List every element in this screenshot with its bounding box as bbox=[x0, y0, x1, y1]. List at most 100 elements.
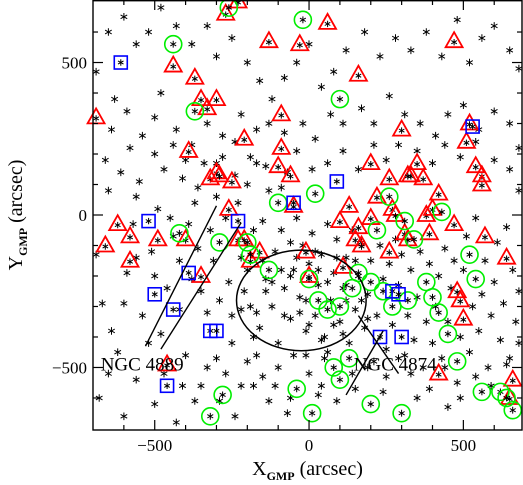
triangle-marker bbox=[209, 164, 230, 183]
circle-point bbox=[404, 230, 424, 249]
triangle-point bbox=[280, 164, 301, 183]
star-point bbox=[305, 321, 313, 329]
square-star bbox=[164, 382, 171, 389]
triangle-marker bbox=[428, 362, 449, 381]
triangle-point bbox=[474, 225, 496, 244]
star-point bbox=[293, 58, 301, 67]
star-point bbox=[212, 354, 220, 363]
circle-point bbox=[268, 193, 288, 213]
star-point bbox=[283, 409, 291, 417]
circle-point bbox=[293, 10, 313, 30]
circle-marker bbox=[299, 269, 319, 289]
circle-star bbox=[367, 400, 374, 408]
star-point bbox=[138, 311, 146, 320]
triangle-marker bbox=[95, 234, 116, 253]
triangle-marker bbox=[345, 228, 366, 247]
star-point bbox=[395, 141, 403, 149]
circle-star bbox=[265, 266, 273, 274]
star-point bbox=[120, 299, 128, 308]
star-point bbox=[351, 305, 359, 314]
circle-star bbox=[478, 388, 486, 396]
star-point bbox=[246, 153, 254, 161]
circle-star bbox=[207, 412, 214, 420]
star-point bbox=[311, 135, 319, 143]
square-marker bbox=[147, 286, 163, 302]
triangle-star bbox=[386, 249, 393, 256]
star-point bbox=[330, 67, 338, 76]
square-star bbox=[395, 291, 402, 298]
circle-marker bbox=[259, 260, 279, 280]
star-point bbox=[459, 101, 467, 109]
star-point bbox=[515, 186, 523, 195]
star-point bbox=[296, 293, 304, 302]
triangle-star bbox=[296, 42, 303, 49]
star-point bbox=[243, 58, 251, 67]
star-point bbox=[367, 256, 375, 265]
star-point bbox=[107, 327, 116, 335]
connector-line bbox=[144, 205, 218, 347]
circle-star bbox=[349, 284, 356, 292]
star-point bbox=[237, 305, 245, 314]
star-point bbox=[145, 28, 153, 36]
circle-star bbox=[299, 16, 307, 24]
star-point bbox=[98, 299, 106, 308]
circle-star bbox=[429, 293, 436, 301]
square-star bbox=[398, 333, 405, 341]
star-point bbox=[441, 244, 449, 253]
triangle-star bbox=[287, 173, 294, 180]
star-point bbox=[339, 147, 347, 155]
circle-marker bbox=[367, 220, 387, 240]
triangle-marker bbox=[258, 30, 279, 49]
triangle-marker bbox=[107, 213, 128, 232]
star-point bbox=[499, 299, 508, 308]
annotations: NGC 4889 NGC 4874 bbox=[101, 355, 437, 376]
star-point bbox=[336, 317, 344, 326]
triangle-star bbox=[216, 173, 223, 180]
circle-point bbox=[299, 269, 319, 289]
star-point bbox=[95, 394, 103, 402]
star-point bbox=[453, 378, 461, 387]
star-point bbox=[428, 339, 437, 347]
triangle-marker bbox=[413, 167, 434, 186]
star-point bbox=[382, 372, 390, 381]
triangle-star bbox=[358, 243, 365, 250]
star-point bbox=[496, 336, 504, 344]
triangle-star bbox=[463, 139, 470, 146]
triangle-marker bbox=[329, 210, 350, 228]
axis-ticks: −500 0 500 −500 0 500 bbox=[52, 0, 522, 455]
circle-star bbox=[336, 95, 344, 103]
circle-point bbox=[302, 403, 322, 423]
star-point bbox=[348, 369, 356, 378]
square-point bbox=[329, 174, 345, 189]
circle-point bbox=[287, 379, 306, 399]
star-point bbox=[506, 165, 514, 174]
star-point bbox=[132, 192, 140, 201]
triangle-point bbox=[397, 164, 418, 183]
circle-marker bbox=[213, 385, 232, 405]
star-point bbox=[172, 22, 180, 30]
triangle-point bbox=[453, 307, 474, 326]
star-point bbox=[493, 238, 501, 247]
star-point bbox=[111, 95, 119, 103]
circle-star bbox=[423, 278, 430, 286]
triangle-point bbox=[163, 54, 184, 73]
triangle-star bbox=[102, 243, 109, 250]
triangle-point bbox=[502, 368, 523, 387]
circle-star bbox=[191, 107, 199, 115]
triangle-star bbox=[460, 316, 467, 323]
star-point bbox=[157, 330, 165, 338]
star-point bbox=[293, 214, 301, 222]
star-point bbox=[324, 278, 332, 286]
square-marker bbox=[465, 119, 480, 134]
triangle-marker bbox=[283, 195, 304, 213]
circle-point bbox=[238, 233, 257, 252]
triangle-star bbox=[324, 20, 331, 28]
square-point bbox=[465, 119, 480, 134]
triangle-marker bbox=[317, 12, 338, 30]
triangle-point bbox=[407, 152, 428, 171]
x-tick-label: 0 bbox=[305, 436, 314, 455]
circle-marker bbox=[170, 223, 189, 243]
star-point bbox=[249, 382, 258, 390]
circle-point bbox=[170, 223, 189, 243]
circle-point bbox=[429, 303, 448, 322]
